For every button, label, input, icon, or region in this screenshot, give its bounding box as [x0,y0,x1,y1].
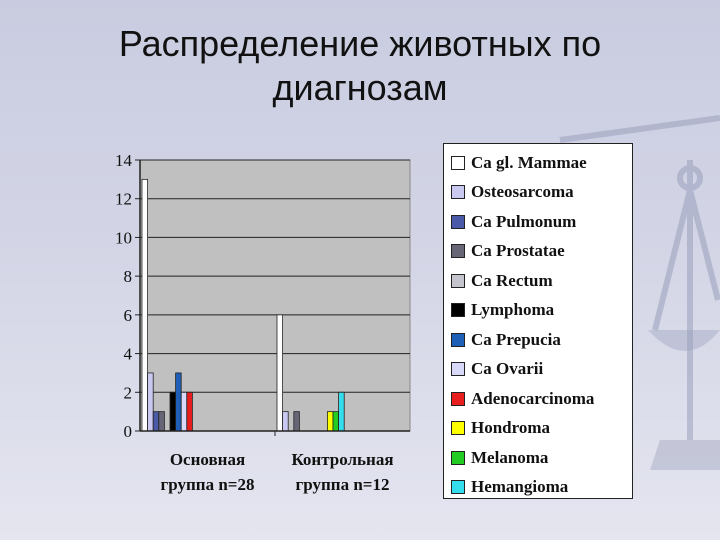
legend-label: Hondroma [471,418,551,438]
legend-swatch [451,155,465,170]
legend-swatch [451,273,465,288]
y-tick-label: 6 [124,306,133,325]
x-category-label: Основная [170,450,245,469]
legend-item: Hemangioma [444,473,632,503]
x-category-label: группа n=12 [296,475,390,494]
y-tick-label: 4 [124,345,133,364]
legend-label: Ca Ovarii [471,359,544,379]
legend-label: Ca gl. Mammae [471,152,587,172]
legend-swatch [451,480,465,495]
y-tick-label: 10 [115,228,132,247]
legend-swatch [451,214,465,229]
y-tick-label: 2 [124,383,133,402]
y-tick-label: 14 [115,151,133,170]
legend-swatch [451,303,465,318]
legend-item: Ca Pulmonum [444,207,632,237]
legend-item: Ca Prostatae [444,237,632,267]
legend-swatch [451,450,465,465]
legend-swatch [451,332,465,347]
legend-swatch [451,421,465,436]
bar [338,391,345,432]
chart-legend: Ca gl. Mammae Osteosarcoma Ca Pulmonum Ca P… [443,143,633,499]
legend-label: Ca Pulmonum [471,211,577,231]
y-tick-label: 8 [124,267,133,286]
legend-swatch [451,362,465,377]
title-line-1: Распределение животных по [118,23,602,64]
legend-label: Ca Rectum [471,270,553,290]
bar [282,411,289,432]
title-line-2: диагнозам [272,67,448,108]
bar [332,411,339,432]
bar [175,372,182,432]
legend-item: Osteosarcoma [444,178,632,208]
legend-label: Ca Prepucia [471,329,561,349]
bar [186,391,193,432]
legend-label: Adenocarcinoma [471,388,595,408]
legend-item: Hondroma [444,414,632,444]
y-tick-label: 12 [115,190,132,209]
legend-item: Ca Prepucia [444,325,632,355]
legend-item: Adenocarcinoma [444,384,632,414]
bar [141,178,148,432]
legend-item: Melanoma [444,443,632,473]
legend-label: Melanoma [471,447,549,467]
legend-swatch [451,185,465,200]
legend-item: Ca gl. Mammae [444,148,632,178]
legend-label: Osteosarcoma [471,182,574,202]
bar [158,411,165,432]
bar [180,391,188,432]
legend-item: Lymphoma [444,296,632,326]
page-title: Распределение животных по диагнозам [60,22,660,110]
x-category-label: Контрольная [291,450,393,469]
bar [276,314,283,432]
legend-item: Ca Ovarii [444,355,632,385]
bar [326,411,334,432]
bar [169,391,176,432]
bar [293,411,300,432]
bar [152,411,160,432]
x-category-label: группа n=28 [161,475,255,494]
legend-item: Ca Rectum [444,266,632,296]
legend-label: Hemangioma [471,477,569,497]
legend-label: Lymphoma [471,300,555,320]
legend-label: Ca Prostatae [471,241,565,261]
legend-swatch [451,244,465,259]
y-tick-label: 0 [124,422,133,441]
bar [147,372,154,432]
legend-swatch [451,391,465,406]
